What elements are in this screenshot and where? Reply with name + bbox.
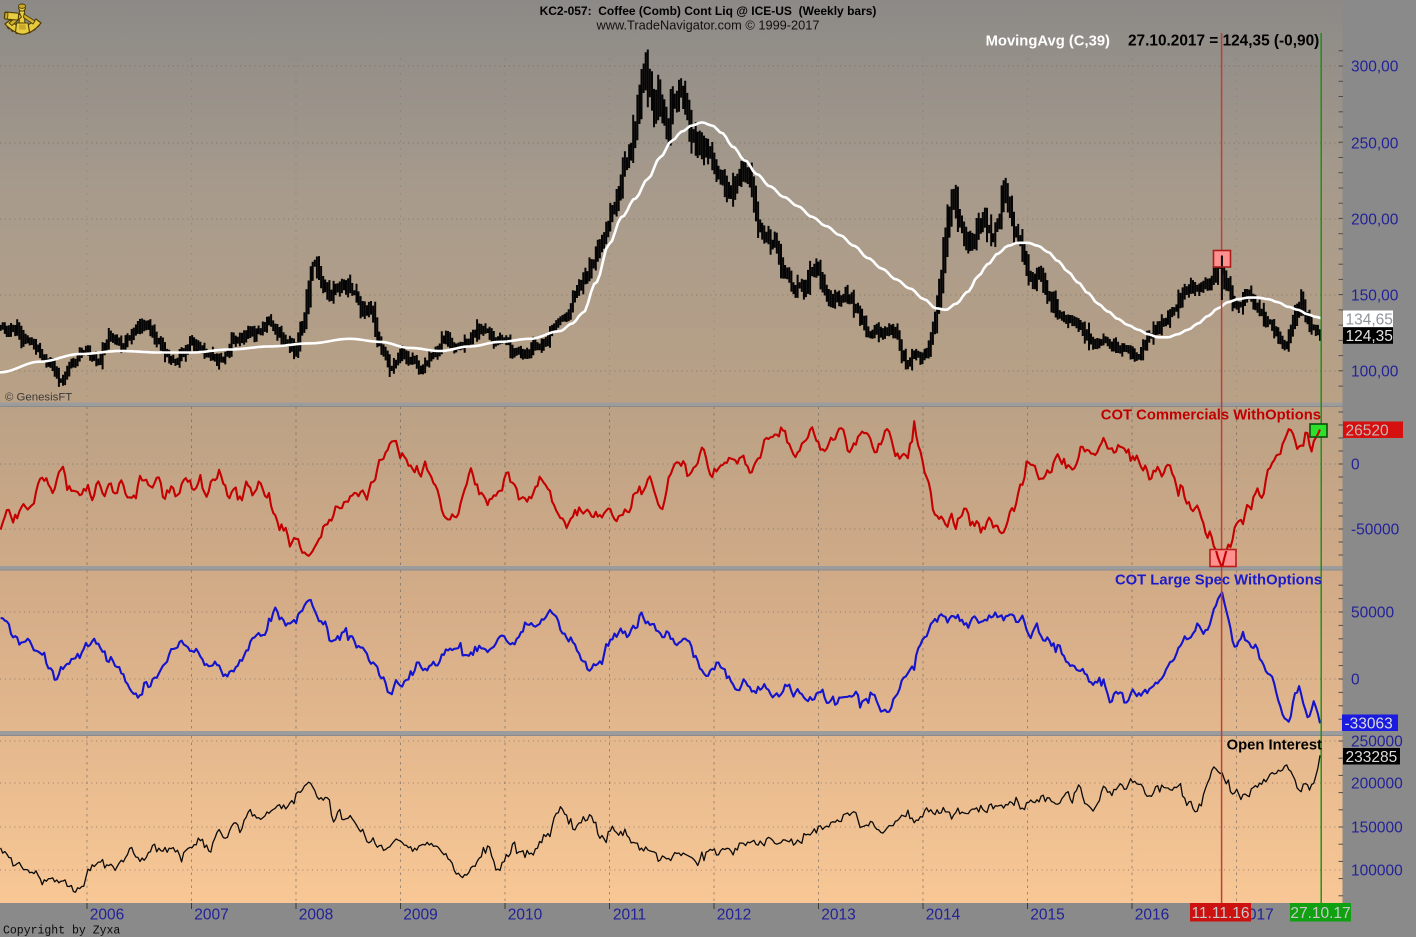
svg-text:134,65: 134,65 — [1346, 311, 1393, 328]
svg-text:200,00: 200,00 — [1351, 212, 1399, 229]
svg-text:11.11.16: 11.11.16 — [1191, 905, 1249, 922]
svg-text:27.10.17: 27.10.17 — [1290, 905, 1350, 922]
svg-text:2016: 2016 — [1135, 907, 1169, 924]
svg-text:2009: 2009 — [403, 907, 437, 924]
svg-text:233285: 233285 — [1346, 749, 1398, 766]
svg-text:www.TradeNavigator.com © 1999-: www.TradeNavigator.com © 1999-2017 — [595, 18, 819, 33]
svg-text:100000: 100000 — [1351, 863, 1403, 880]
svg-text:100,00: 100,00 — [1351, 364, 1399, 381]
svg-text:124,35: 124,35 — [1346, 328, 1393, 345]
svg-text:-33063: -33063 — [1345, 715, 1393, 732]
svg-text:200000: 200000 — [1351, 776, 1403, 793]
svg-text:MovingAvg (C,39): MovingAvg (C,39) — [986, 34, 1110, 50]
svg-text:2006: 2006 — [90, 907, 124, 924]
svg-text:300,00: 300,00 — [1351, 59, 1399, 76]
svg-text:2011: 2011 — [613, 907, 646, 924]
svg-text:26520: 26520 — [1346, 422, 1389, 439]
svg-text:150000: 150000 — [1351, 820, 1403, 837]
svg-text:0: 0 — [1351, 672, 1360, 689]
svg-text:50000: 50000 — [1351, 605, 1394, 622]
svg-text:2012: 2012 — [717, 907, 751, 924]
svg-text:0: 0 — [1351, 457, 1360, 474]
svg-text:2010: 2010 — [508, 907, 543, 924]
svg-text:Copyright by Zyxa: Copyright by Zyxa — [3, 925, 120, 937]
svg-text:250,00: 250,00 — [1351, 136, 1399, 153]
svg-text:2015: 2015 — [1030, 907, 1064, 924]
svg-text:Open Interest: Open Interest — [1227, 738, 1322, 754]
svg-text:COT Commercials WithOptions: COT Commercials WithOptions — [1101, 408, 1321, 424]
svg-text:-50000: -50000 — [1351, 522, 1400, 539]
svg-text:27.10.2017 = 124,35 (-0,90): 27.10.2017 = 124,35 (-0,90) — [1128, 33, 1319, 50]
svg-text:KC2-057: Coffee (Comb) Cont L: KC2-057: Coffee (Comb) Cont Liq @ ICE-US… — [540, 4, 877, 18]
svg-text:250000: 250000 — [1351, 734, 1403, 751]
svg-text:COT Large Spec WithOptions: COT Large Spec WithOptions — [1115, 573, 1322, 589]
svg-text:2013: 2013 — [821, 907, 855, 924]
svg-text:2008: 2008 — [299, 907, 333, 924]
svg-text:150,00: 150,00 — [1351, 288, 1399, 305]
svg-text:2007: 2007 — [194, 907, 228, 924]
svg-text:© GenesisFT: © GenesisFT — [5, 392, 72, 404]
svg-text:2014: 2014 — [926, 907, 961, 924]
